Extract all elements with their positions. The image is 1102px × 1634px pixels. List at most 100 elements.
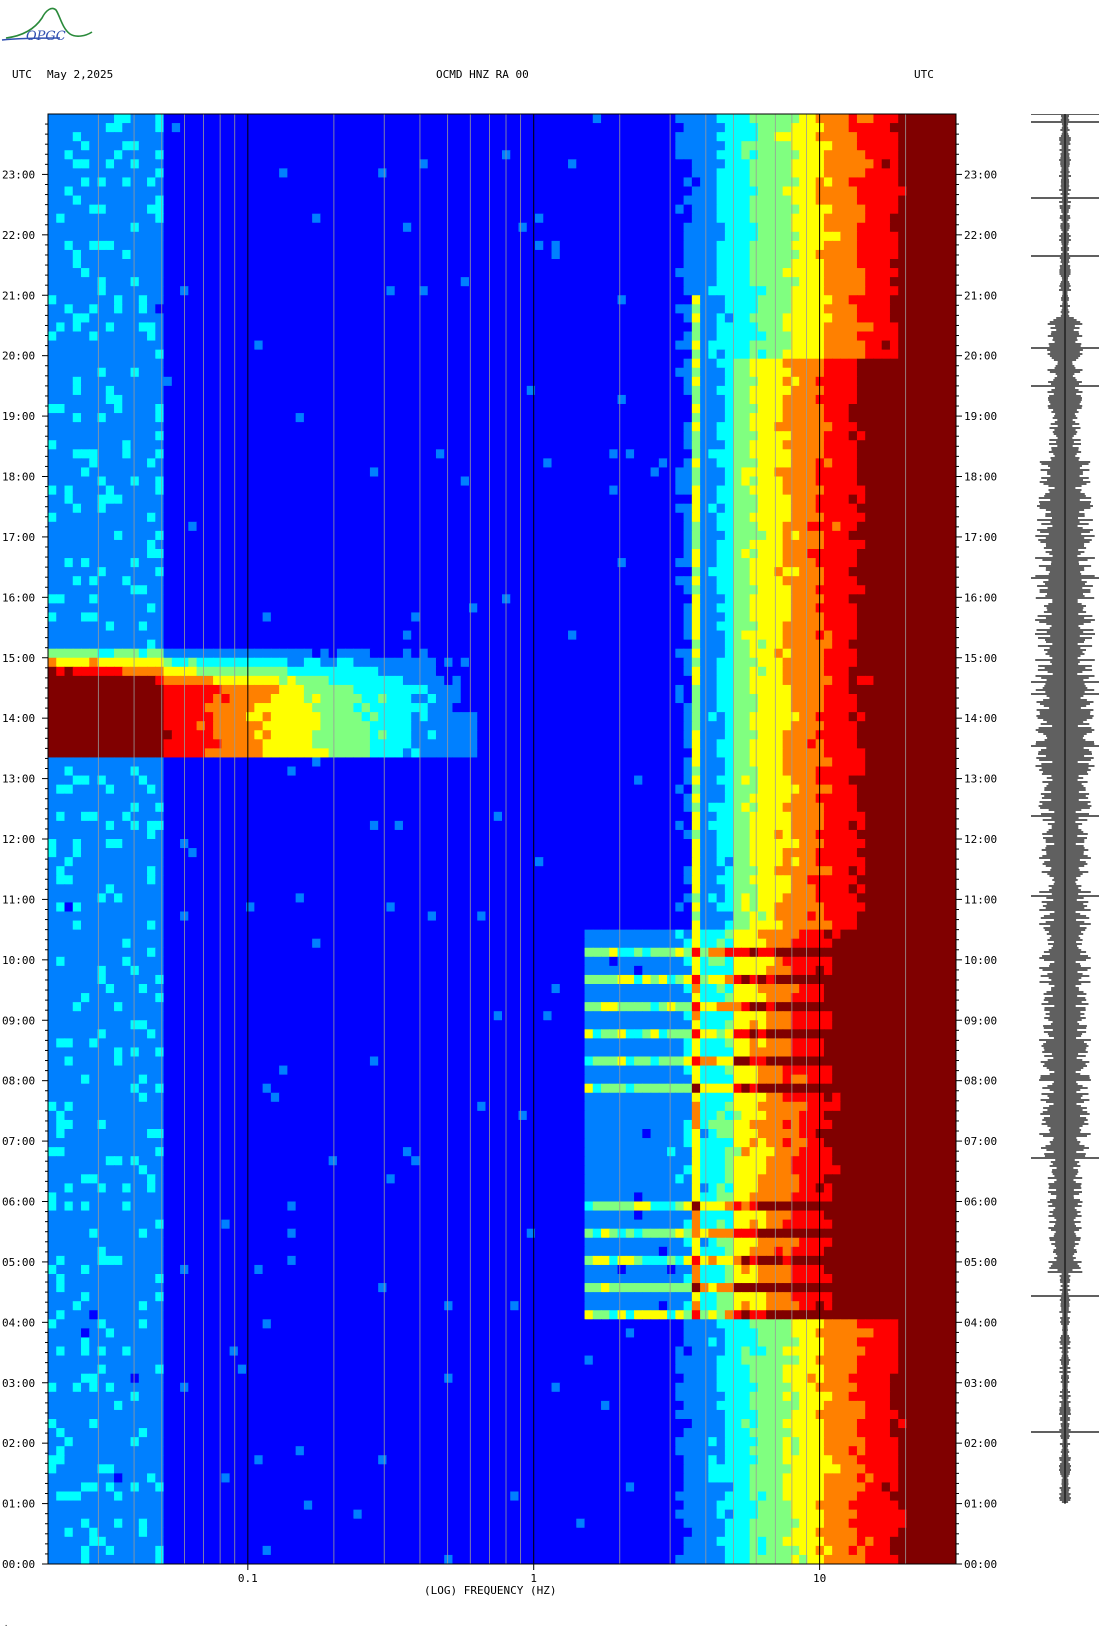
spectrogram-cell [72, 132, 82, 142]
spectrogram-cell [518, 367, 528, 378]
spectrogram-cell [716, 367, 726, 378]
spectrogram-cell [493, 240, 503, 251]
spectrogram-cell [378, 150, 388, 160]
spectrogram-cell [369, 195, 379, 206]
spectrogram-cell [171, 304, 181, 314]
spectrogram-cell [848, 177, 858, 188]
spectrogram-cell [881, 222, 891, 233]
spectrogram-cell [188, 231, 198, 242]
spectrogram-cell [774, 159, 784, 169]
spectrogram-cell [114, 440, 123, 450]
spectrogram-cell [155, 376, 165, 387]
spectrogram-cell [402, 159, 412, 169]
spectrogram-cell [114, 268, 123, 278]
spectrogram-cell [832, 367, 842, 378]
spectrogram-cell [823, 141, 833, 151]
spectrogram-cell [807, 168, 817, 179]
spectrogram-cell [700, 168, 709, 179]
spectrogram-cell [229, 367, 239, 378]
spectrogram-cell [889, 376, 899, 387]
spectrogram-cell [312, 476, 321, 487]
spectrogram-cell [336, 494, 346, 505]
spectrogram-cell [237, 295, 247, 305]
spectrogram-cell [213, 249, 222, 260]
spectrogram-cell [188, 159, 198, 169]
spectrogram-cell [138, 249, 148, 260]
spectrogram-cell [675, 249, 685, 260]
spectrogram-cell [749, 376, 759, 387]
spectrogram-cell [906, 322, 916, 333]
spectrogram-cell [609, 240, 619, 251]
spectrogram-cell [782, 268, 792, 278]
spectrogram-cell [757, 259, 767, 269]
spectrogram-cell [526, 322, 536, 333]
spectrogram-cell [221, 114, 231, 124]
spectrogram-cell [419, 240, 429, 251]
spectrogram-cell [543, 304, 553, 314]
spectrogram-cell [229, 385, 239, 396]
spectrogram-cell [683, 349, 693, 360]
spectrogram-cell [807, 367, 817, 378]
spectrogram-cell [782, 177, 792, 188]
spectrogram-cell [369, 340, 379, 351]
spectrogram-cell [188, 422, 198, 432]
spectrogram-cell [782, 231, 792, 242]
spectrogram-cell [625, 177, 635, 188]
spectrogram-cell [914, 123, 924, 133]
spectrogram-cell [642, 431, 652, 441]
spectrogram-cell [716, 213, 726, 224]
spectrogram-cell [237, 467, 247, 478]
spectrogram-cell [270, 503, 280, 514]
spectrogram-cell [452, 358, 462, 369]
spectrogram-cell [221, 141, 231, 151]
spectrogram-cell [502, 494, 511, 505]
spectrogram-cell [856, 204, 866, 215]
spectrogram-cell [287, 249, 297, 260]
spectrogram-cell [81, 404, 90, 414]
spectrogram-cell [832, 340, 842, 351]
spectrogram-cell [402, 340, 412, 351]
spectrogram-cell [171, 286, 181, 296]
spectrogram-cell [229, 440, 239, 450]
spectrogram-cell [477, 358, 487, 369]
spectrogram-cell [64, 304, 74, 314]
spectrogram-cell [56, 394, 66, 405]
spectrogram-cell [881, 304, 891, 314]
spectrogram-cell [510, 286, 520, 296]
spectrogram-cell [279, 322, 288, 333]
spectrogram-cell [254, 322, 264, 333]
spectrogram-cell [667, 222, 676, 233]
spectrogram-cell [345, 168, 355, 179]
spectrogram-cell [716, 123, 726, 133]
spectrogram-cell [237, 268, 247, 278]
spectrogram-cell [452, 159, 462, 169]
spectrogram-cell [378, 449, 388, 459]
spectrogram-cell [922, 240, 932, 251]
spectrogram-cell [435, 213, 445, 224]
spectrogram-cell [369, 204, 379, 215]
spectrogram-cell [856, 485, 866, 496]
spectrogram-cell [559, 259, 569, 269]
spectrogram-cell [171, 132, 181, 142]
spectrogram-cell [700, 286, 709, 296]
spectrogram-cell [402, 177, 412, 188]
spectrogram-cell [427, 150, 437, 160]
spectrogram-cell [865, 512, 875, 523]
spectrogram-cell [122, 322, 132, 333]
spectrogram-cell [485, 367, 495, 378]
spectrogram-cell [708, 367, 718, 378]
spectrogram-cell [320, 521, 330, 532]
spectrogram-cell [477, 168, 487, 179]
spectrogram-cell [601, 449, 610, 459]
spectrogram-cell [279, 485, 288, 496]
spectrogram-cell [48, 476, 57, 487]
spectrogram-cell [865, 322, 875, 333]
spectrogram-cell [683, 141, 693, 151]
spectrogram-cell [213, 494, 222, 505]
spectrogram-cell [766, 186, 775, 197]
spectrogram-cell [452, 431, 462, 441]
spectrogram-cell [931, 168, 941, 179]
spectrogram-cell [493, 222, 503, 233]
spectrogram-cell [303, 340, 313, 351]
spectrogram-cell [48, 458, 57, 469]
